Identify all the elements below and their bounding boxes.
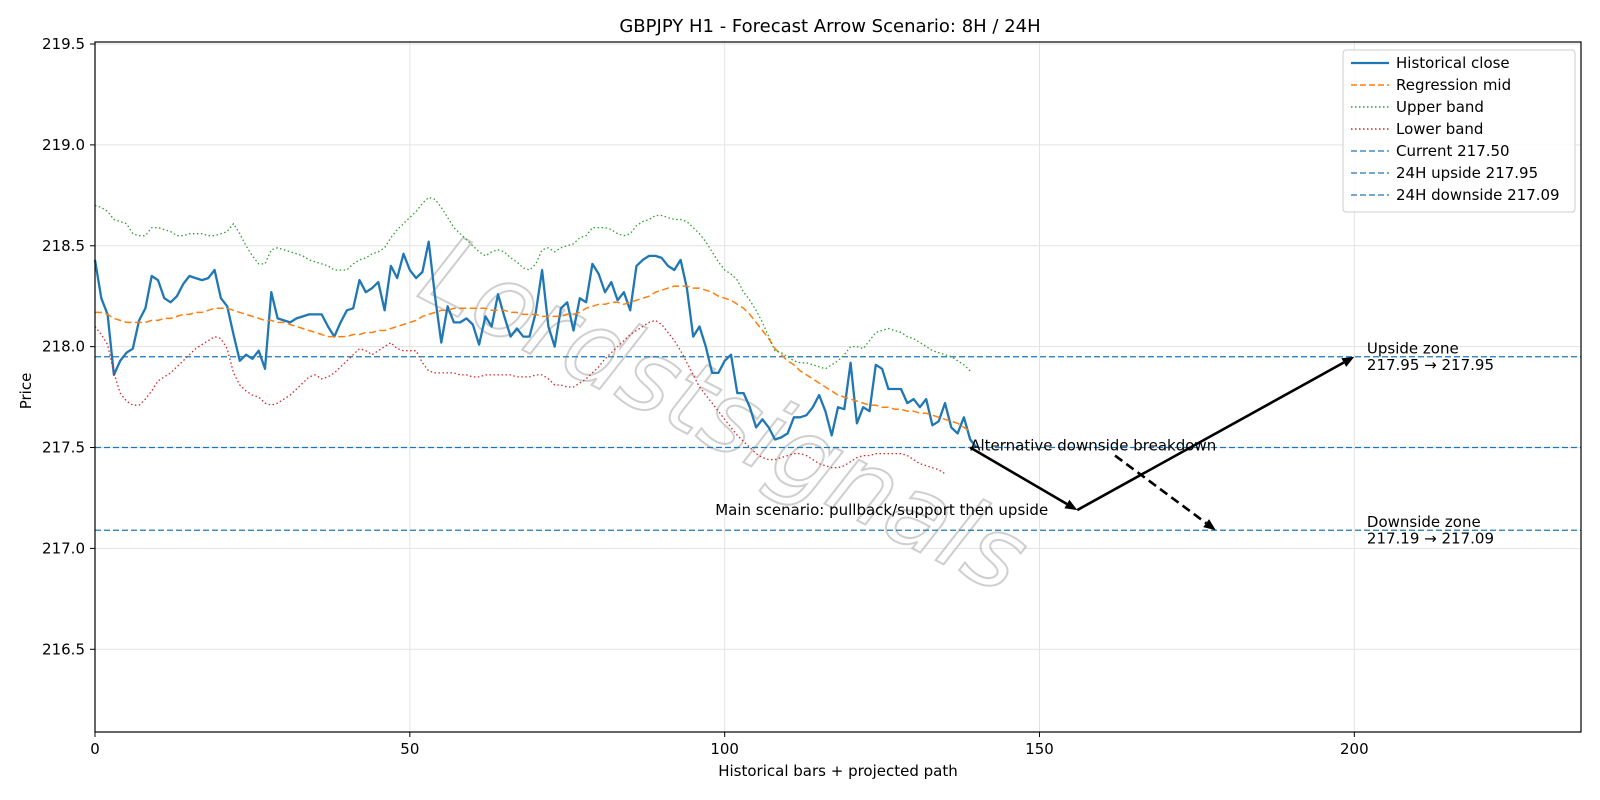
annotation-upside-value: 217.95 → 217.95 [1367,356,1494,374]
y-tick-label: 217.5 [42,439,85,457]
legend-box [1342,49,1576,213]
x-axis-label: Historical bars + projected path [718,762,958,780]
x-axis-ticks: 0 50 100 150 200 [90,732,1369,758]
legend-label-2: Upper band [1396,98,1484,116]
y-tick-label: 216.5 [42,640,85,658]
legend-label-3: Lower band [1396,120,1483,138]
annotation-downside-value: 217.19 → 217.09 [1367,529,1494,547]
series-line-0 [93,240,978,449]
grid-lines [94,42,1581,732]
y-axis-ticks: 216.5 217.0 217.5 218.0 218.5 219.0 219.5 [42,35,95,658]
chart-title: GBPJPY H1 - Forecast Arrow Scenario: 8H … [619,16,1040,37]
annotation-main-scenario: Main scenario: pullback/support then ups… [715,501,1048,519]
arrow-main-leg-2-shaft [1076,361,1345,512]
legend-label-6: 24H downside 217.09 [1396,186,1560,204]
series-line-1 [95,285,971,433]
annotation-alternative-scenario: Alternative downside breakdown [970,437,1216,455]
x-tick-label: 50 [400,740,419,758]
arrow-alt-downside-shaft [1114,454,1207,525]
arrow-main-leg-2-head [1341,356,1355,367]
y-tick-label: 219.5 [42,35,85,53]
y-axis-label: Price [17,373,35,410]
arrow-main-leg-1-shaft [969,446,1068,506]
legend: Historical close Regression mid Upper band… [1342,49,1576,213]
horizontal-levels [95,356,1581,531]
forecast-arrows [969,356,1355,531]
legend-label-5: 24H upside 217.95 [1396,164,1538,182]
x-tick-label: 100 [710,740,739,758]
x-tick-label: 0 [90,740,100,758]
series-lines [93,196,978,475]
plot-frame [94,41,1582,733]
y-tick-label: 219.0 [42,136,85,154]
arrow-alt-downside-head [1203,519,1216,531]
y-tick-label: 218.5 [42,237,85,255]
annotation-upside-zone: Upside zone [1367,340,1459,358]
legend-label-1: Regression mid [1396,76,1511,94]
x-tick-label: 150 [1025,740,1054,758]
x-tick-label: 200 [1340,740,1369,758]
arrow-main-leg-1-head [1064,499,1078,511]
legend-label-4: Current 217.50 [1396,142,1510,160]
annotation-downside-zone: Downside zone [1367,513,1481,531]
scenario-annotations: Main scenario: pullback/support then ups… [715,340,1494,548]
legend-label-0: Historical close [1396,54,1510,72]
series-line-3 [94,319,946,475]
y-tick-label: 217.0 [42,539,85,557]
y-tick-label: 218.0 [42,338,85,356]
